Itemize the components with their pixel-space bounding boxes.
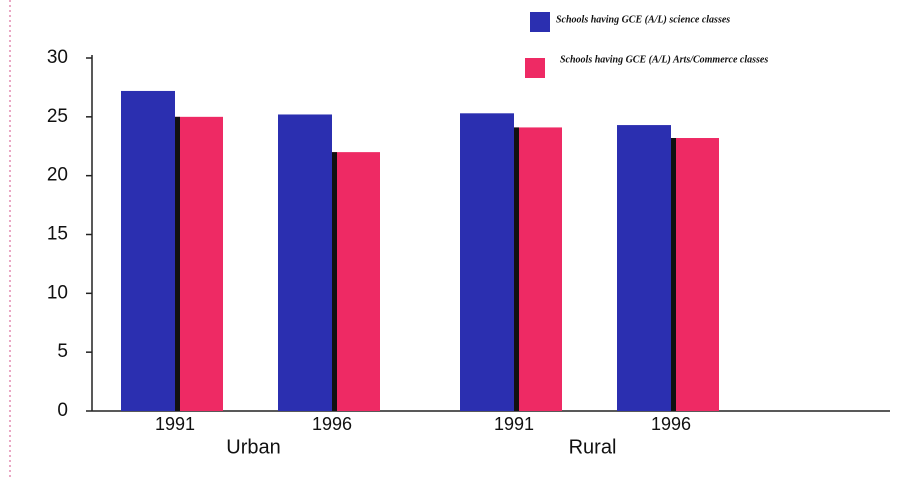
bar-shadow bbox=[332, 152, 337, 411]
bar bbox=[121, 90, 175, 412]
bar bbox=[332, 152, 380, 411]
x-tick-label: 1991 bbox=[494, 414, 534, 434]
group-label: Rural bbox=[569, 436, 617, 458]
bar-shadow bbox=[175, 116, 180, 411]
bar bbox=[671, 138, 719, 411]
bar-shadow bbox=[514, 127, 519, 411]
group-label: Urban bbox=[226, 436, 280, 458]
x-tick-label: 1996 bbox=[651, 414, 691, 434]
bar bbox=[514, 127, 562, 411]
bar bbox=[175, 116, 223, 411]
y-tick-label: 25 bbox=[47, 106, 68, 127]
bar bbox=[460, 113, 514, 411]
y-tick-label: 10 bbox=[47, 282, 68, 303]
y-tick-label: 0 bbox=[57, 400, 68, 421]
legend-label: Schools having GCE (A/L) science classes bbox=[556, 14, 730, 25]
bar bbox=[278, 114, 332, 411]
y-tick-label: 5 bbox=[57, 341, 68, 362]
y-tick-label: 30 bbox=[47, 47, 68, 68]
y-tick-label: 15 bbox=[47, 224, 68, 245]
legend-swatch bbox=[530, 12, 550, 32]
x-tick-label: 1991 bbox=[155, 414, 195, 434]
legend-swatch bbox=[525, 58, 545, 78]
legend-label: Schools having GCE (A/L) Arts/Commerce c… bbox=[560, 54, 768, 65]
x-tick-label: 1996 bbox=[312, 414, 352, 434]
y-tick-label: 20 bbox=[47, 165, 68, 186]
bar bbox=[617, 125, 671, 411]
bar-shadow bbox=[671, 138, 676, 411]
